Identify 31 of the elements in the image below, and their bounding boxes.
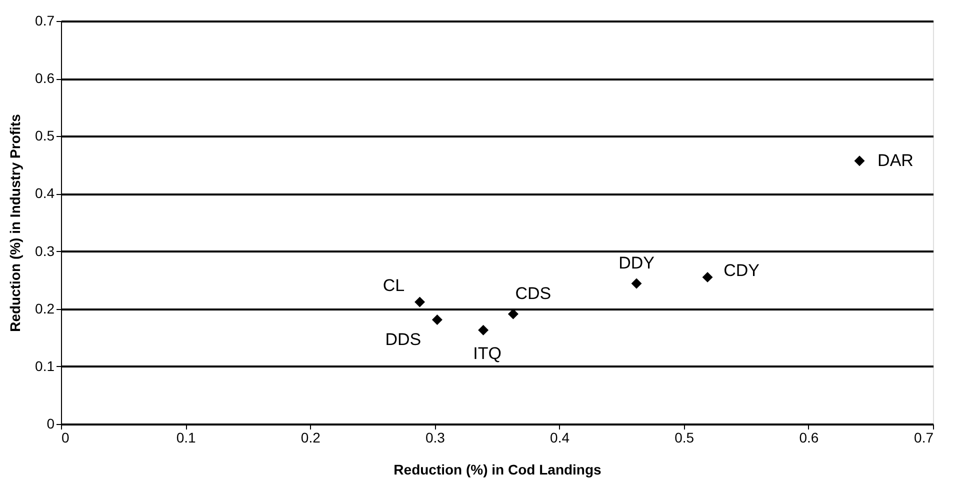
x-tick-label: 0.1 [176,430,196,446]
x-axis-title: Reduction (%) in Cod Landings [394,462,602,478]
x-tick-label: 0.7 [914,430,934,446]
y-tick-label: 0.2 [35,300,55,316]
annotation: DAR [878,150,914,170]
y-axis-title: Reduction (%) in Industry Profits [7,114,24,332]
annotation: CL [382,276,405,295]
point [854,156,865,166]
y-tick-label: 0 [46,416,55,432]
annotation: CDS [515,284,552,304]
x-tick-label: 0.4 [550,430,570,446]
y-tick-label: 0.7 [35,12,55,28]
y-tick-label: 0.4 [35,185,55,202]
x-tick-label: 0 [62,430,70,446]
annotation: DDS [385,330,422,349]
point [432,314,442,326]
annotation: CDY [724,261,760,280]
y-tick-label: 0.3 [35,242,55,259]
point [478,324,489,336]
y-tick-label: 0.6 [35,70,55,86]
y-tick-label: 0.1 [35,358,55,374]
annotation: ITQ [473,344,502,364]
x-tick-label: 0.2 [300,430,321,446]
point [702,272,713,282]
point [414,296,426,308]
y-tick-label: 0.5 [35,128,55,144]
x-tick-label: 0.3 [425,430,446,446]
annotation: DDY [618,254,654,273]
x-tick-label: 0.5 [674,430,694,446]
x-tick-label: 0.6 [799,430,819,446]
point [631,278,642,289]
